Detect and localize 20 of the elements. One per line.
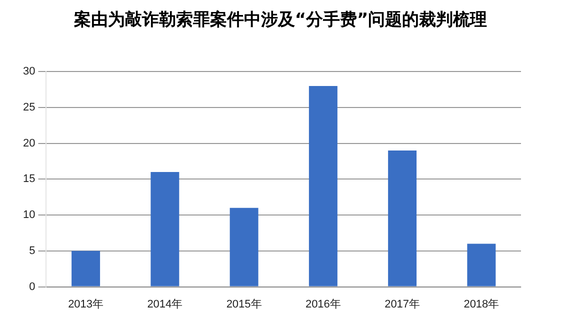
x-tick-label: 2014年: [147, 298, 183, 310]
y-tick-label: 15: [22, 173, 36, 186]
y-tick-label: 5: [29, 244, 36, 257]
bar: [72, 250, 100, 286]
bar: [467, 244, 496, 286]
x-tick-label: 2016年: [305, 298, 341, 310]
y-tick-label: 20: [22, 137, 36, 150]
y-tick-label: 10: [22, 209, 36, 222]
chart-title: 案由为敲诈勒索罪案件中涉及“分手费”问题的裁判梳理: [72, 9, 488, 32]
x-tick-label: 2013年: [68, 298, 104, 310]
bar: [230, 208, 258, 286]
bar: [308, 86, 338, 286]
x-tick-label: 2015年: [226, 298, 262, 310]
x-tick-label: 2017年: [384, 298, 420, 310]
bar: [150, 172, 180, 286]
y-tick-label: 25: [22, 102, 36, 114]
y-tick-label: 30: [22, 66, 36, 78]
bar: [388, 150, 417, 286]
y-tick-label: 0: [29, 280, 36, 293]
x-tick-label: 2018年: [464, 298, 500, 310]
